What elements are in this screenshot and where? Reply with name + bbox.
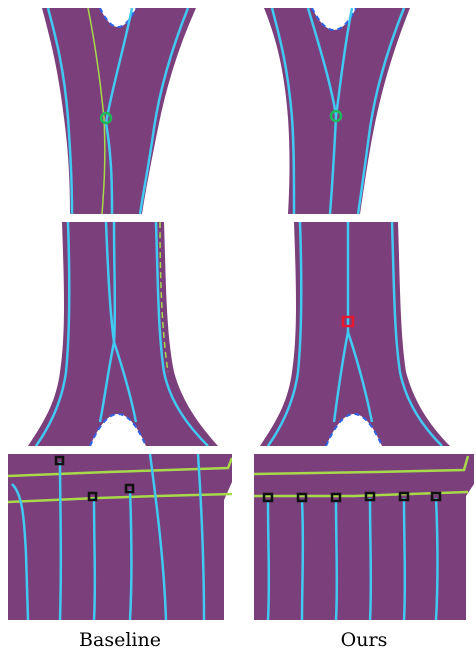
keypoint-marker <box>87 491 98 502</box>
notch <box>89 413 147 446</box>
boundary-lines <box>254 455 470 498</box>
lane-lines <box>11 454 206 620</box>
keypoint-markers <box>262 491 442 503</box>
road-surface <box>254 454 474 620</box>
notch <box>325 413 383 446</box>
lane-lines <box>34 222 209 446</box>
lane-lines <box>46 8 190 214</box>
caption-baseline: Baseline <box>79 629 161 651</box>
road-surface <box>42 8 196 214</box>
lane-lines <box>266 222 443 446</box>
keypoint-marker <box>330 492 342 503</box>
panel-split-ours <box>264 8 410 214</box>
junction-marker <box>329 109 343 123</box>
keypoint-marker <box>398 491 410 502</box>
junction-marker <box>99 111 113 125</box>
panel-merge-ours <box>260 222 450 446</box>
panel-straight-baseline <box>8 454 232 620</box>
lane-lines <box>266 497 439 620</box>
road-surface <box>260 222 450 446</box>
notch <box>311 8 357 31</box>
notch <box>99 8 137 28</box>
junction-marker-error <box>341 315 355 328</box>
keypoint-markers <box>54 455 135 502</box>
keypoint-marker <box>364 491 376 502</box>
keypoint-marker <box>296 492 308 503</box>
boundary-lines <box>8 457 232 504</box>
panel-straight-ours <box>254 454 474 620</box>
lane-lines <box>270 8 406 214</box>
keypoint-marker <box>124 483 135 494</box>
keypoint-marker <box>54 455 65 466</box>
keypoint-marker <box>262 492 274 503</box>
caption-ours: Ours <box>340 629 388 651</box>
road-surface <box>28 222 218 446</box>
keypoint-marker <box>430 491 442 502</box>
panel-merge-baseline <box>28 222 218 446</box>
panel-split-baseline <box>42 8 196 214</box>
